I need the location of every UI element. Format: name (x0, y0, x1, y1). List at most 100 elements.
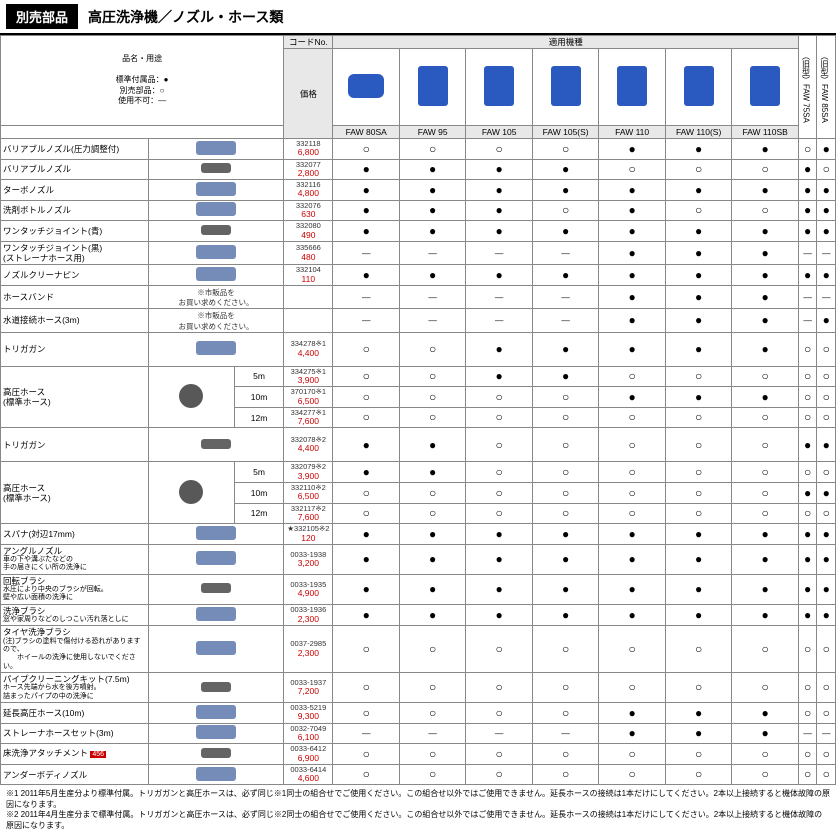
code-price (284, 309, 333, 332)
part-image (148, 332, 283, 366)
compat-side-cell: ● (817, 574, 836, 604)
part-name: 高圧ホース(標準ホース) (1, 462, 149, 524)
model-3: FAW 105(S) (532, 125, 598, 138)
compat-cell: ○ (466, 673, 532, 703)
compat-cell: ○ (665, 503, 731, 524)
compat-cell: ● (466, 180, 532, 201)
col-side-0: （旧型）FAW 75SA (801, 37, 811, 137)
compat-cell: ● (532, 332, 598, 366)
compat-cell: ● (599, 309, 665, 332)
compat-cell: ● (732, 703, 799, 724)
code-price: ★332105※2120 (284, 524, 333, 545)
part-name: バリアブルノズル (1, 159, 149, 180)
compat-cell: ○ (466, 387, 532, 408)
part-image (148, 159, 283, 180)
table-row: ワンタッチジョイント(黒)(ストレーナホース用)335666480————●●●… (1, 241, 836, 264)
compat-cell: ● (399, 524, 465, 545)
compat-cell: ○ (532, 200, 598, 221)
header-title: 高圧洗浄機／ノズル・ホース類 (88, 7, 283, 27)
compat-cell: ● (532, 524, 598, 545)
footnote-2: ※2 2011年4月生産分まで標準付属。トリガガンと高圧ホースは、必ず同じ※2同… (6, 810, 830, 831)
code-price: 332079※23,900 (284, 462, 333, 483)
compat-side-cell: ○ (798, 462, 816, 483)
compat-cell: ○ (399, 626, 465, 673)
compat-cell: ● (599, 139, 665, 160)
page-header: 別売部品 高圧洗浄機／ノズル・ホース類 (0, 0, 836, 35)
compat-cell: ● (466, 544, 532, 574)
code-price: 332076630 (284, 200, 333, 221)
compat-cell: — (532, 309, 598, 332)
compat-side-cell: ○ (817, 744, 836, 765)
compat-side-cell: ○ (798, 703, 816, 724)
compat-cell: ○ (599, 159, 665, 180)
table-row: ワンタッチジョイント(青)332080490●●●●●●●●● (1, 221, 836, 242)
model-img-2 (466, 49, 532, 126)
table-row: スパナ(対辺17mm)★332105※2120●●●●●●●●● (1, 524, 836, 545)
compat-side-cell: ○ (798, 503, 816, 524)
code-price: 332080490 (284, 221, 333, 242)
compat-side-cell: ● (817, 265, 836, 286)
compat-side-cell: ○ (817, 407, 836, 428)
compat-cell: — (333, 241, 399, 264)
compat-cell: — (532, 285, 598, 308)
compat-cell: ● (732, 387, 799, 408)
compat-cell: ● (665, 309, 731, 332)
table-row: アングルノズル車の下や溝ぶたなどの手の届きにくい所の洗浄に0033-19383,… (1, 544, 836, 574)
compat-cell: ○ (732, 428, 799, 462)
compat-cell: ○ (399, 673, 465, 703)
compat-cell: ● (599, 221, 665, 242)
compat-cell: ● (532, 544, 598, 574)
code-price: 334275※13,900 (284, 366, 333, 387)
compat-cell: ● (599, 200, 665, 221)
parts-table: 品名・用途 標準付属品：● 別売部品：○ 使用不可：— コードNo. 適用機種 … (0, 35, 836, 785)
part-name: 床洗浄アタッチメント 456 (1, 744, 149, 765)
compat-cell: ● (599, 387, 665, 408)
compat-cell: — (333, 723, 399, 744)
part-image (148, 524, 283, 545)
compat-cell: ○ (732, 407, 799, 428)
col-side-1: （旧型）FAW 85SA (819, 37, 829, 137)
model-img-5 (665, 49, 731, 126)
compat-cell: ○ (599, 764, 665, 785)
part-image (148, 180, 283, 201)
compat-cell: ● (732, 309, 799, 332)
compat-cell: ● (665, 241, 731, 264)
compat-cell: ● (599, 544, 665, 574)
compat-cell: ● (665, 265, 731, 286)
code-price: 3321164,800 (284, 180, 333, 201)
compat-side-cell: ○ (817, 764, 836, 785)
code-price: 370170※16,500 (284, 387, 333, 408)
compat-side-cell: ○ (798, 366, 816, 387)
compat-cell: — (466, 309, 532, 332)
compat-cell: ● (532, 366, 598, 387)
part-image (148, 241, 283, 264)
compat-cell: ○ (399, 387, 465, 408)
compat-side-cell: — (817, 241, 836, 264)
part-name: ストレーナホースセット(3m) (1, 723, 149, 744)
compat-cell: ○ (732, 503, 799, 524)
compat-cell: ● (665, 544, 731, 574)
code-price: 0033-19362,300 (284, 604, 333, 626)
model-img-1 (399, 49, 465, 126)
compat-cell: ○ (333, 332, 399, 366)
compat-cell: ● (532, 265, 598, 286)
compat-side-cell: ● (798, 180, 816, 201)
table-row: 洗剤ボトルノズル332076630●●●○●○○●● (1, 200, 836, 221)
compat-cell: ● (732, 241, 799, 264)
compat-cell: ● (399, 604, 465, 626)
compat-side-cell: ● (817, 524, 836, 545)
compat-cell: ○ (333, 503, 399, 524)
compat-cell: ● (665, 604, 731, 626)
compat-cell: ○ (466, 764, 532, 785)
compat-cell: ● (665, 703, 731, 724)
compat-cell: ○ (732, 626, 799, 673)
model-img-0 (333, 49, 399, 126)
compat-side-cell: ○ (817, 366, 836, 387)
code-price (284, 285, 333, 308)
compat-cell: ○ (665, 483, 731, 504)
part-name: ターボノズル (1, 180, 149, 201)
compat-cell: ● (466, 574, 532, 604)
compat-cell: ● (532, 574, 598, 604)
compat-cell: ● (732, 285, 799, 308)
compat-cell: ● (532, 221, 598, 242)
